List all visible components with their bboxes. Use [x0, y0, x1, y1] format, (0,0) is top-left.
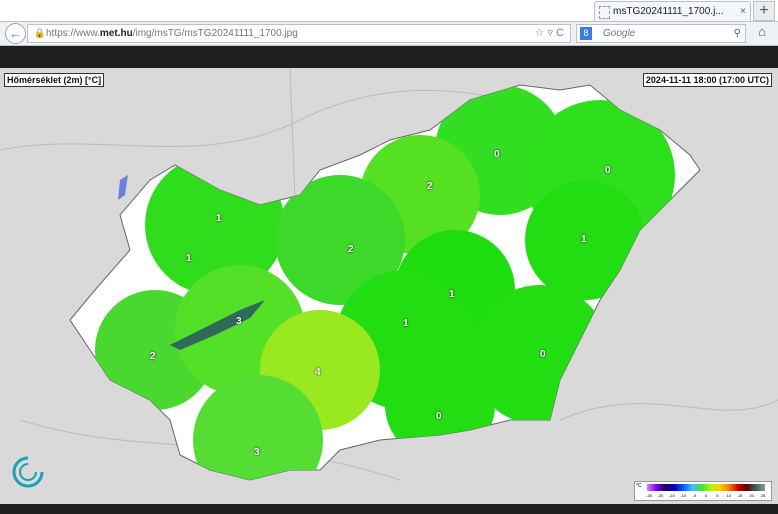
star-icon[interactable]: ☆ [534, 27, 545, 39]
legend-tick: 20 [749, 493, 754, 498]
tab-bar: msTG20241111_1700.j... × + [0, 0, 778, 21]
lock-icon: 🔒 [34, 28, 46, 38]
temperature-value: 2 [348, 244, 354, 255]
legend-tick: -10 [680, 493, 687, 498]
url-prefix: https://www. [46, 28, 100, 39]
map-timestamp: 2024-11-11 18:00 (17:00 UTC) [642, 73, 772, 87]
color-legend: °C -25 -20 -15 -10 -5 0 5 10 15 20 25 [634, 481, 772, 501]
url-domain: met.hu [99, 28, 133, 39]
new-tab-button[interactable]: + [753, 1, 775, 21]
image-top-border [0, 46, 778, 68]
back-icon[interactable]: ← [5, 23, 26, 44]
met-logo-icon [12, 456, 44, 488]
legend-tick: -20 [657, 493, 664, 498]
legend-unit: °C [636, 483, 642, 489]
legend-tick: 10 [726, 493, 732, 498]
temperature-value: 1 [581, 234, 587, 245]
temperature-value: 1 [186, 253, 192, 264]
temperature-value: 1 [403, 318, 409, 329]
tab-title: msTG20241111_1700.j... [613, 6, 724, 17]
close-tab-icon[interactable]: × [740, 6, 746, 17]
search-icon[interactable]: ⚲ [733, 28, 741, 39]
legend-tick: 5 [716, 493, 719, 498]
temperature-areas [95, 85, 675, 480]
tab-image[interactable]: msTG20241111_1700.j... × [594, 1, 751, 21]
nav-bar: ← 🔒 https://www.met.hu/img/msTG/msTG2024… [0, 21, 778, 46]
search-input[interactable]: 8 Google ⚲ [576, 24, 746, 43]
legend-tick: -15 [668, 493, 675, 498]
page-icon [599, 6, 610, 19]
url-bar[interactable]: 🔒 https://www.met.hu/img/msTG/msTG202411… [27, 24, 571, 43]
temperature-value: 0 [494, 149, 500, 160]
map-graphic [0, 67, 778, 481]
reload-icon[interactable]: C [556, 27, 564, 39]
temperature-value: 0 [540, 349, 546, 360]
temperature-value: 0 [605, 165, 611, 176]
image-bottom-border [0, 504, 778, 514]
temperature-value: 4 [315, 367, 321, 378]
dropdown-icon[interactable]: ▿ [547, 27, 553, 39]
temperature-value: 1 [216, 213, 222, 224]
temperature-value: 3 [254, 447, 260, 458]
temperature-value: 0 [436, 411, 442, 422]
temperature-value: 2 [427, 181, 433, 192]
search-placeholder: Google [603, 28, 636, 39]
temperature-value: 3 [236, 316, 242, 327]
temperature-value: 1 [449, 289, 455, 300]
legend-tick: 0 [704, 493, 708, 498]
temperature-value: 2 [150, 351, 156, 362]
map-title: Hőmérséklet (2m) [°C] [4, 73, 105, 87]
temperature-map: Hőmérséklet (2m) [°C] 2024-11-11 18:00 (… [0, 67, 778, 504]
legend-tick: 25 [760, 493, 766, 498]
legend-colorbar [647, 484, 765, 491]
legend-tick: -5 [692, 493, 697, 498]
lake-balaton [170, 300, 265, 350]
google-icon[interactable]: 8 [580, 27, 592, 40]
lake-neusiedl [118, 175, 128, 200]
legend-tick: -25 [646, 493, 652, 498]
url-path: /img/msTG/msTG20241111_1700.jpg [132, 28, 298, 39]
home-icon[interactable]: ⌂ [758, 24, 766, 39]
legend-tick: 15 [737, 493, 743, 498]
